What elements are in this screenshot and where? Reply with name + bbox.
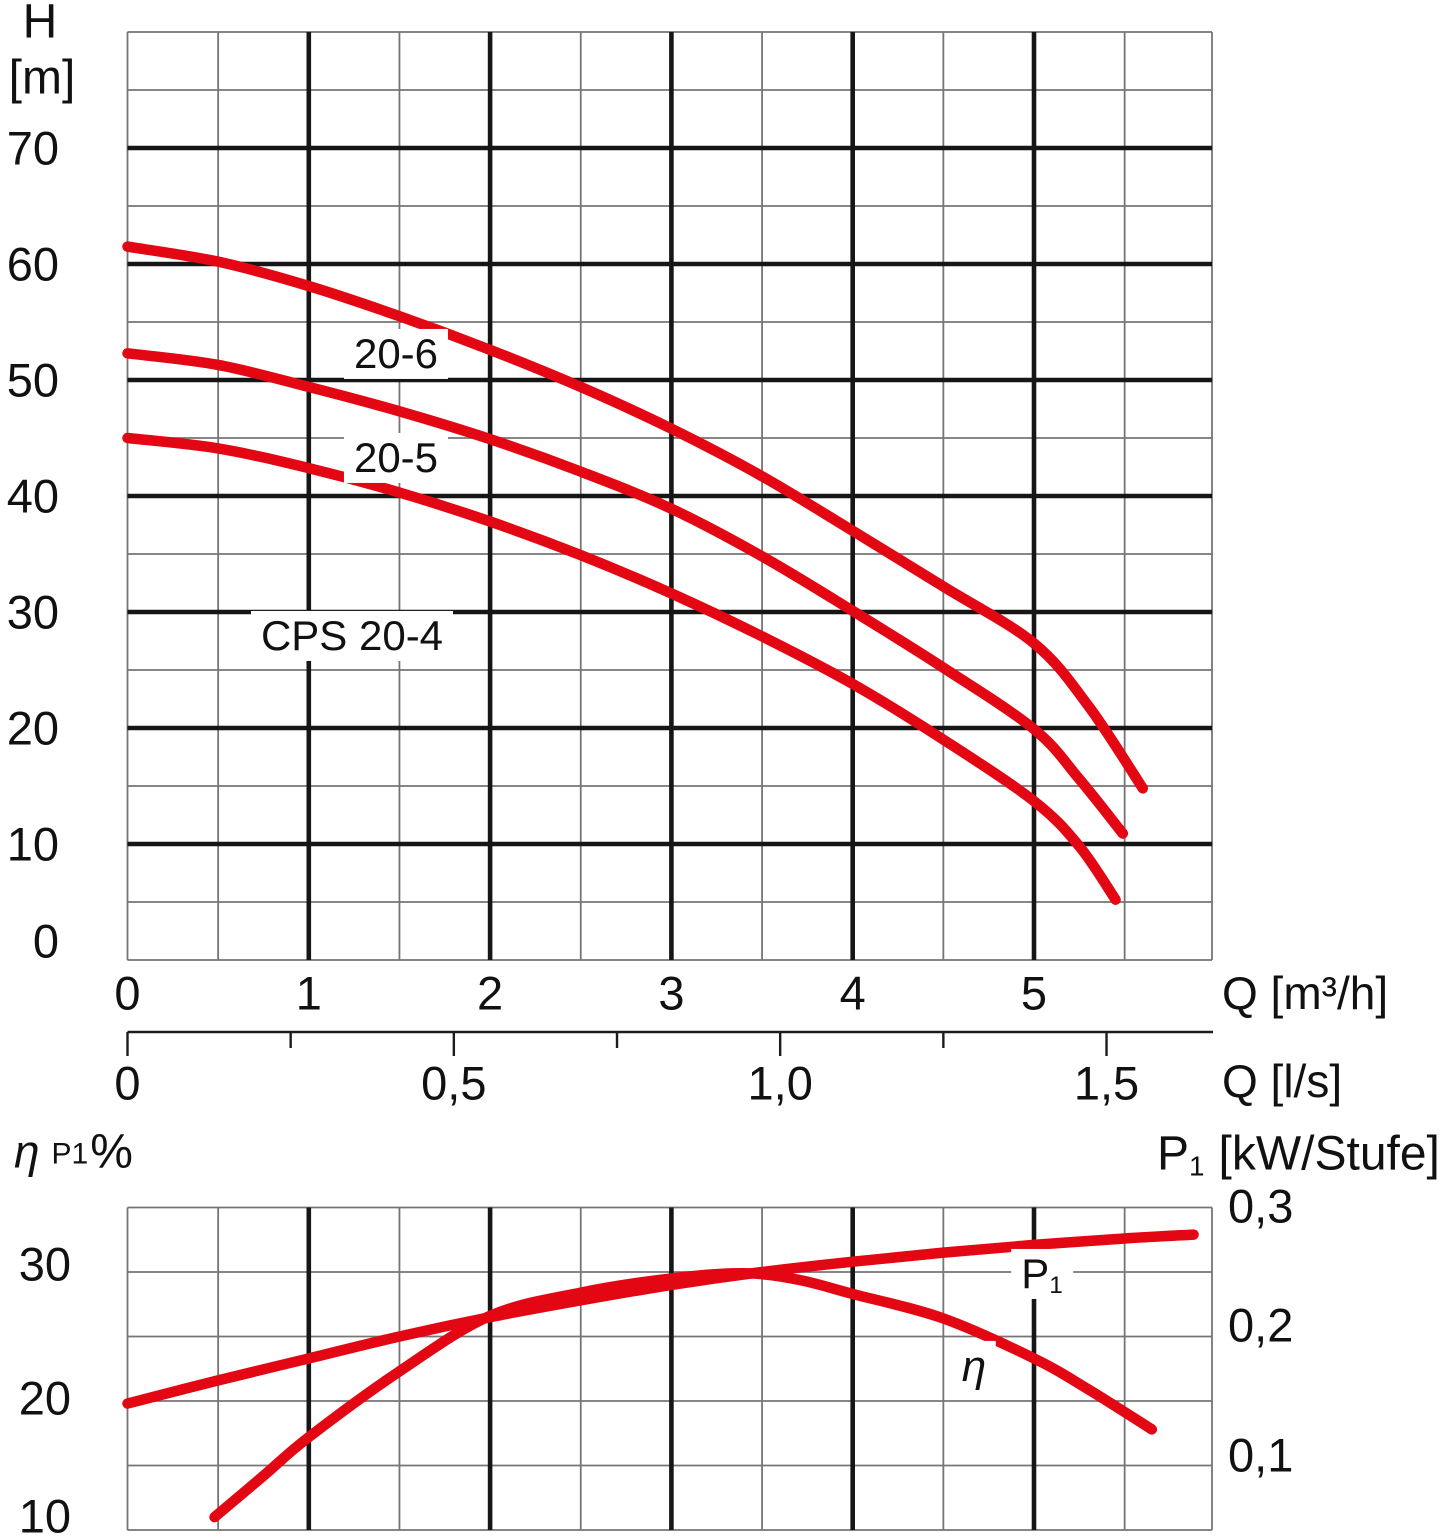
curve-20-6 bbox=[122, 241, 1149, 794]
eta-symbol: η bbox=[14, 1125, 40, 1178]
h-axis-unit: [m] bbox=[8, 51, 76, 105]
h-axis-title: H bbox=[22, 0, 58, 49]
q-axis-tick-1: 1 bbox=[295, 966, 322, 1020]
q-axis-tick-2: 2 bbox=[477, 966, 504, 1020]
h-axis-tick-30: 30 bbox=[6, 585, 59, 639]
curve-label-20-6: 20-6 bbox=[343, 328, 449, 380]
p1-curve-sub: 1 bbox=[1049, 1272, 1063, 1300]
percent-sign: % bbox=[90, 1125, 133, 1179]
eta-axis-tick-20: 20 bbox=[18, 1371, 71, 1425]
eta-p1-percent-axis-label: η P1% bbox=[14, 1125, 133, 1180]
q-m3h-axis-label: Q [m³/h] bbox=[1222, 967, 1389, 1019]
curve-20-5 bbox=[122, 348, 1129, 839]
p1-kw-axis-label: P1 [kW/Stufe] bbox=[1157, 1127, 1440, 1182]
eta-axis-tick-30: 30 bbox=[18, 1237, 71, 1291]
curve-eta-efficiency bbox=[209, 1268, 1158, 1523]
p1-curve-p: P bbox=[1021, 1249, 1050, 1297]
q-axis-tick-0: 0 bbox=[114, 966, 141, 1020]
p1-axis-sub: 1 bbox=[1189, 1150, 1205, 1182]
ls-axis-tick-0: 0 bbox=[114, 1056, 141, 1110]
p1-axis-tick-0,3: 0,3 bbox=[1228, 1179, 1294, 1233]
ls-axis-tick-1,5: 1,5 bbox=[1073, 1056, 1140, 1110]
curve-label-cps-20-4: CPS 20-4 bbox=[250, 610, 454, 662]
curve-label-p1: P1 bbox=[1011, 1248, 1073, 1300]
eta-axis-tick-10: 10 bbox=[18, 1489, 71, 1539]
h-axis-tick-20: 20 bbox=[6, 701, 59, 755]
p1-axis-tick-0,1: 0,1 bbox=[1228, 1428, 1294, 1482]
ls-axis-tick-1,0: 1,0 bbox=[747, 1056, 813, 1110]
p1-axis-tick-0,2: 0,2 bbox=[1228, 1298, 1294, 1352]
h-axis-tick-10: 10 bbox=[6, 817, 59, 871]
p1-small-label: P1 bbox=[51, 1137, 89, 1171]
h-axis-tick-0: 0 bbox=[32, 914, 59, 968]
h-axis-tick-70: 70 bbox=[6, 121, 59, 175]
h-axis-tick-40: 40 bbox=[6, 469, 59, 523]
curve-p1-power bbox=[122, 1229, 1199, 1409]
curve-label-20-5: 20-5 bbox=[343, 432, 449, 484]
h-axis-tick-60: 60 bbox=[6, 237, 59, 291]
curve-label-eta: η bbox=[951, 1340, 997, 1394]
p1-axis-unit: [kW/Stufe] bbox=[1218, 1127, 1440, 1181]
h-axis-tick-50: 50 bbox=[6, 353, 59, 407]
q-axis-tick-5: 5 bbox=[1020, 966, 1048, 1020]
q-axis-tick-4: 4 bbox=[839, 966, 866, 1020]
p1-axis-p: P bbox=[1157, 1127, 1190, 1181]
ls-axis-tick-0,5: 0,5 bbox=[421, 1056, 487, 1110]
q-axis-tick-3: 3 bbox=[658, 966, 685, 1020]
curve-cps-20-4 bbox=[122, 432, 1121, 905]
q-ls-axis-label: Q [l/s] bbox=[1222, 1055, 1343, 1107]
